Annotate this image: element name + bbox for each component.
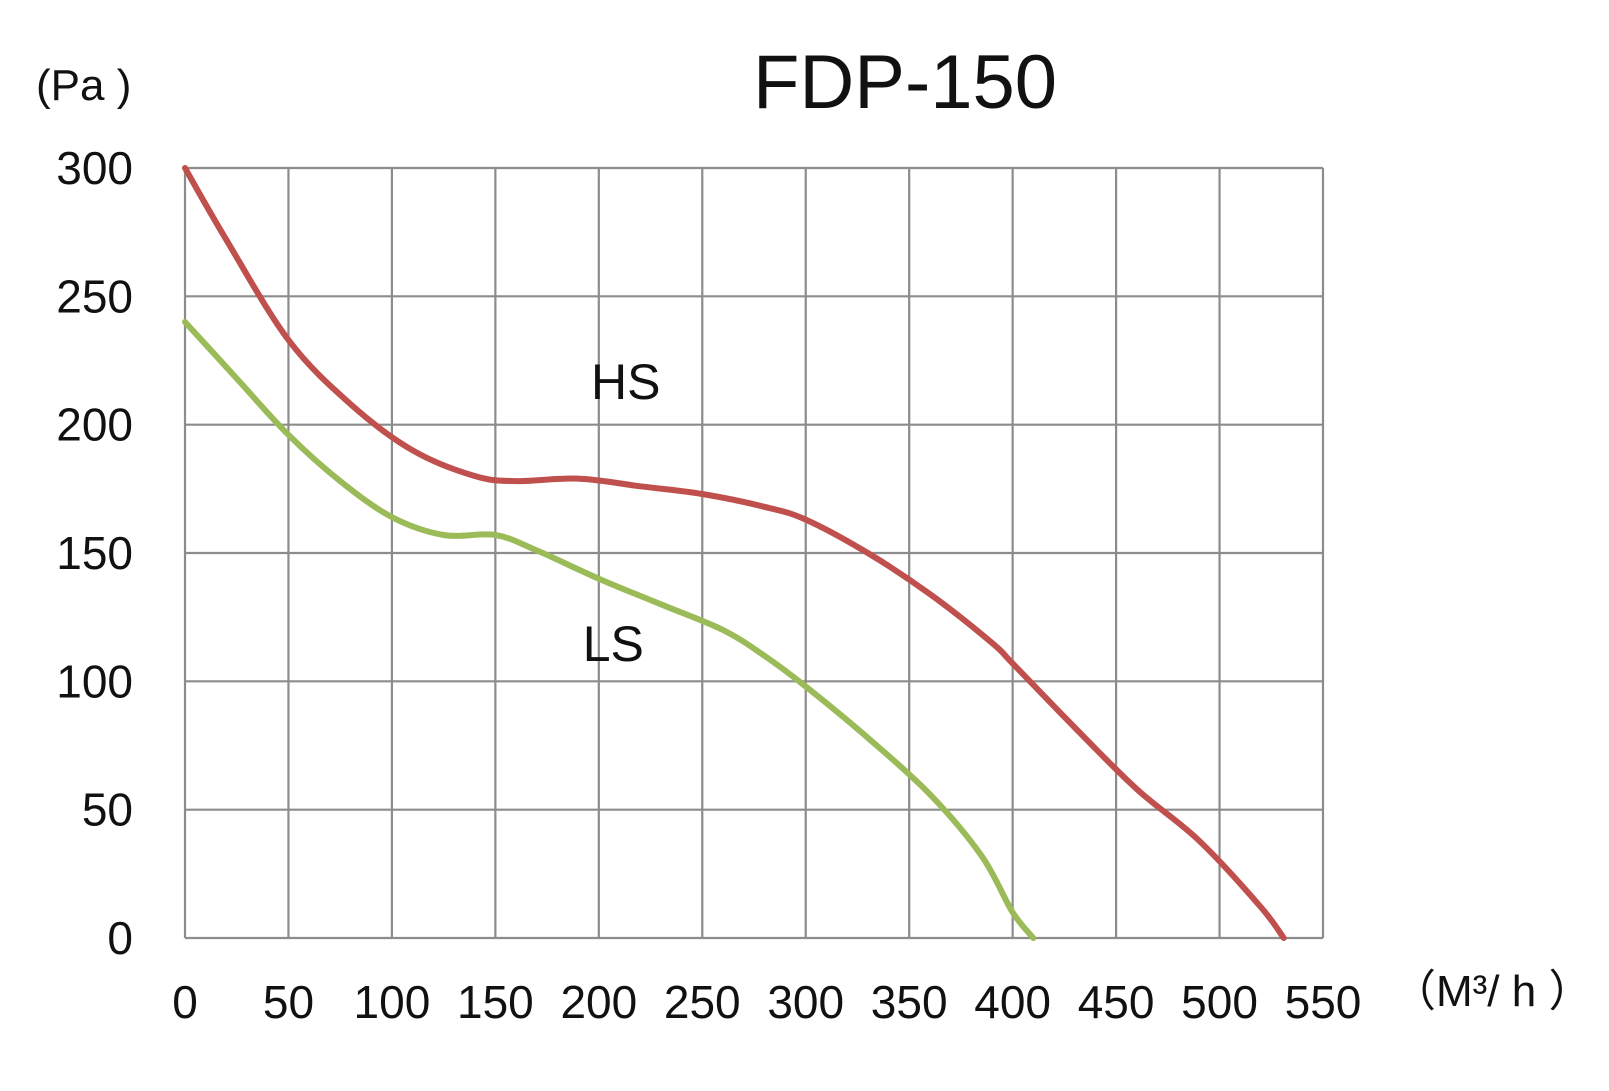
y-tick-label: 250 — [56, 270, 133, 322]
y-tick-label: 0 — [107, 912, 133, 964]
y-tick-label: 200 — [56, 399, 133, 451]
y-tick-label: 50 — [82, 784, 133, 836]
x-axis-unit-label: （M³/ h ） — [1392, 967, 1592, 1016]
x-tick-label: 200 — [560, 976, 637, 1028]
x-tick-label: 350 — [871, 976, 948, 1028]
x-tick-label: 100 — [354, 976, 431, 1028]
series-line-ls — [182, 319, 1037, 941]
series-label-hs: HS — [591, 354, 660, 410]
x-tick-label: 0 — [172, 976, 198, 1028]
series-label-ls: LS — [583, 616, 644, 672]
x-tick-label: 500 — [1181, 976, 1258, 1028]
x-tick-label: 250 — [664, 976, 741, 1028]
x-tick-label: 550 — [1285, 976, 1362, 1028]
series-line-hs — [182, 165, 1287, 941]
series-labels: HS LS — [583, 354, 661, 672]
y-tick-label: 150 — [56, 527, 133, 579]
y-axis-unit-label: (Pa ) — [36, 61, 131, 110]
y-axis-ticks: 0 50 100 150 200 250 300 — [56, 142, 133, 964]
y-tick-label: 300 — [56, 142, 133, 194]
x-tick-label: 150 — [457, 976, 534, 1028]
x-axis-ticks: 0 50 100 150 200 250 300 350 400 450 500 550 — [172, 976, 1361, 1028]
series-curves — [182, 165, 1287, 941]
gridlines — [183, 166, 1325, 940]
x-tick-label: 50 — [263, 976, 314, 1028]
x-tick-label: 450 — [1078, 976, 1155, 1028]
x-tick-label: 400 — [974, 976, 1051, 1028]
y-tick-label: 100 — [56, 655, 133, 707]
x-tick-label: 300 — [767, 976, 844, 1028]
chart-title: FDP-150 — [753, 40, 1057, 125]
